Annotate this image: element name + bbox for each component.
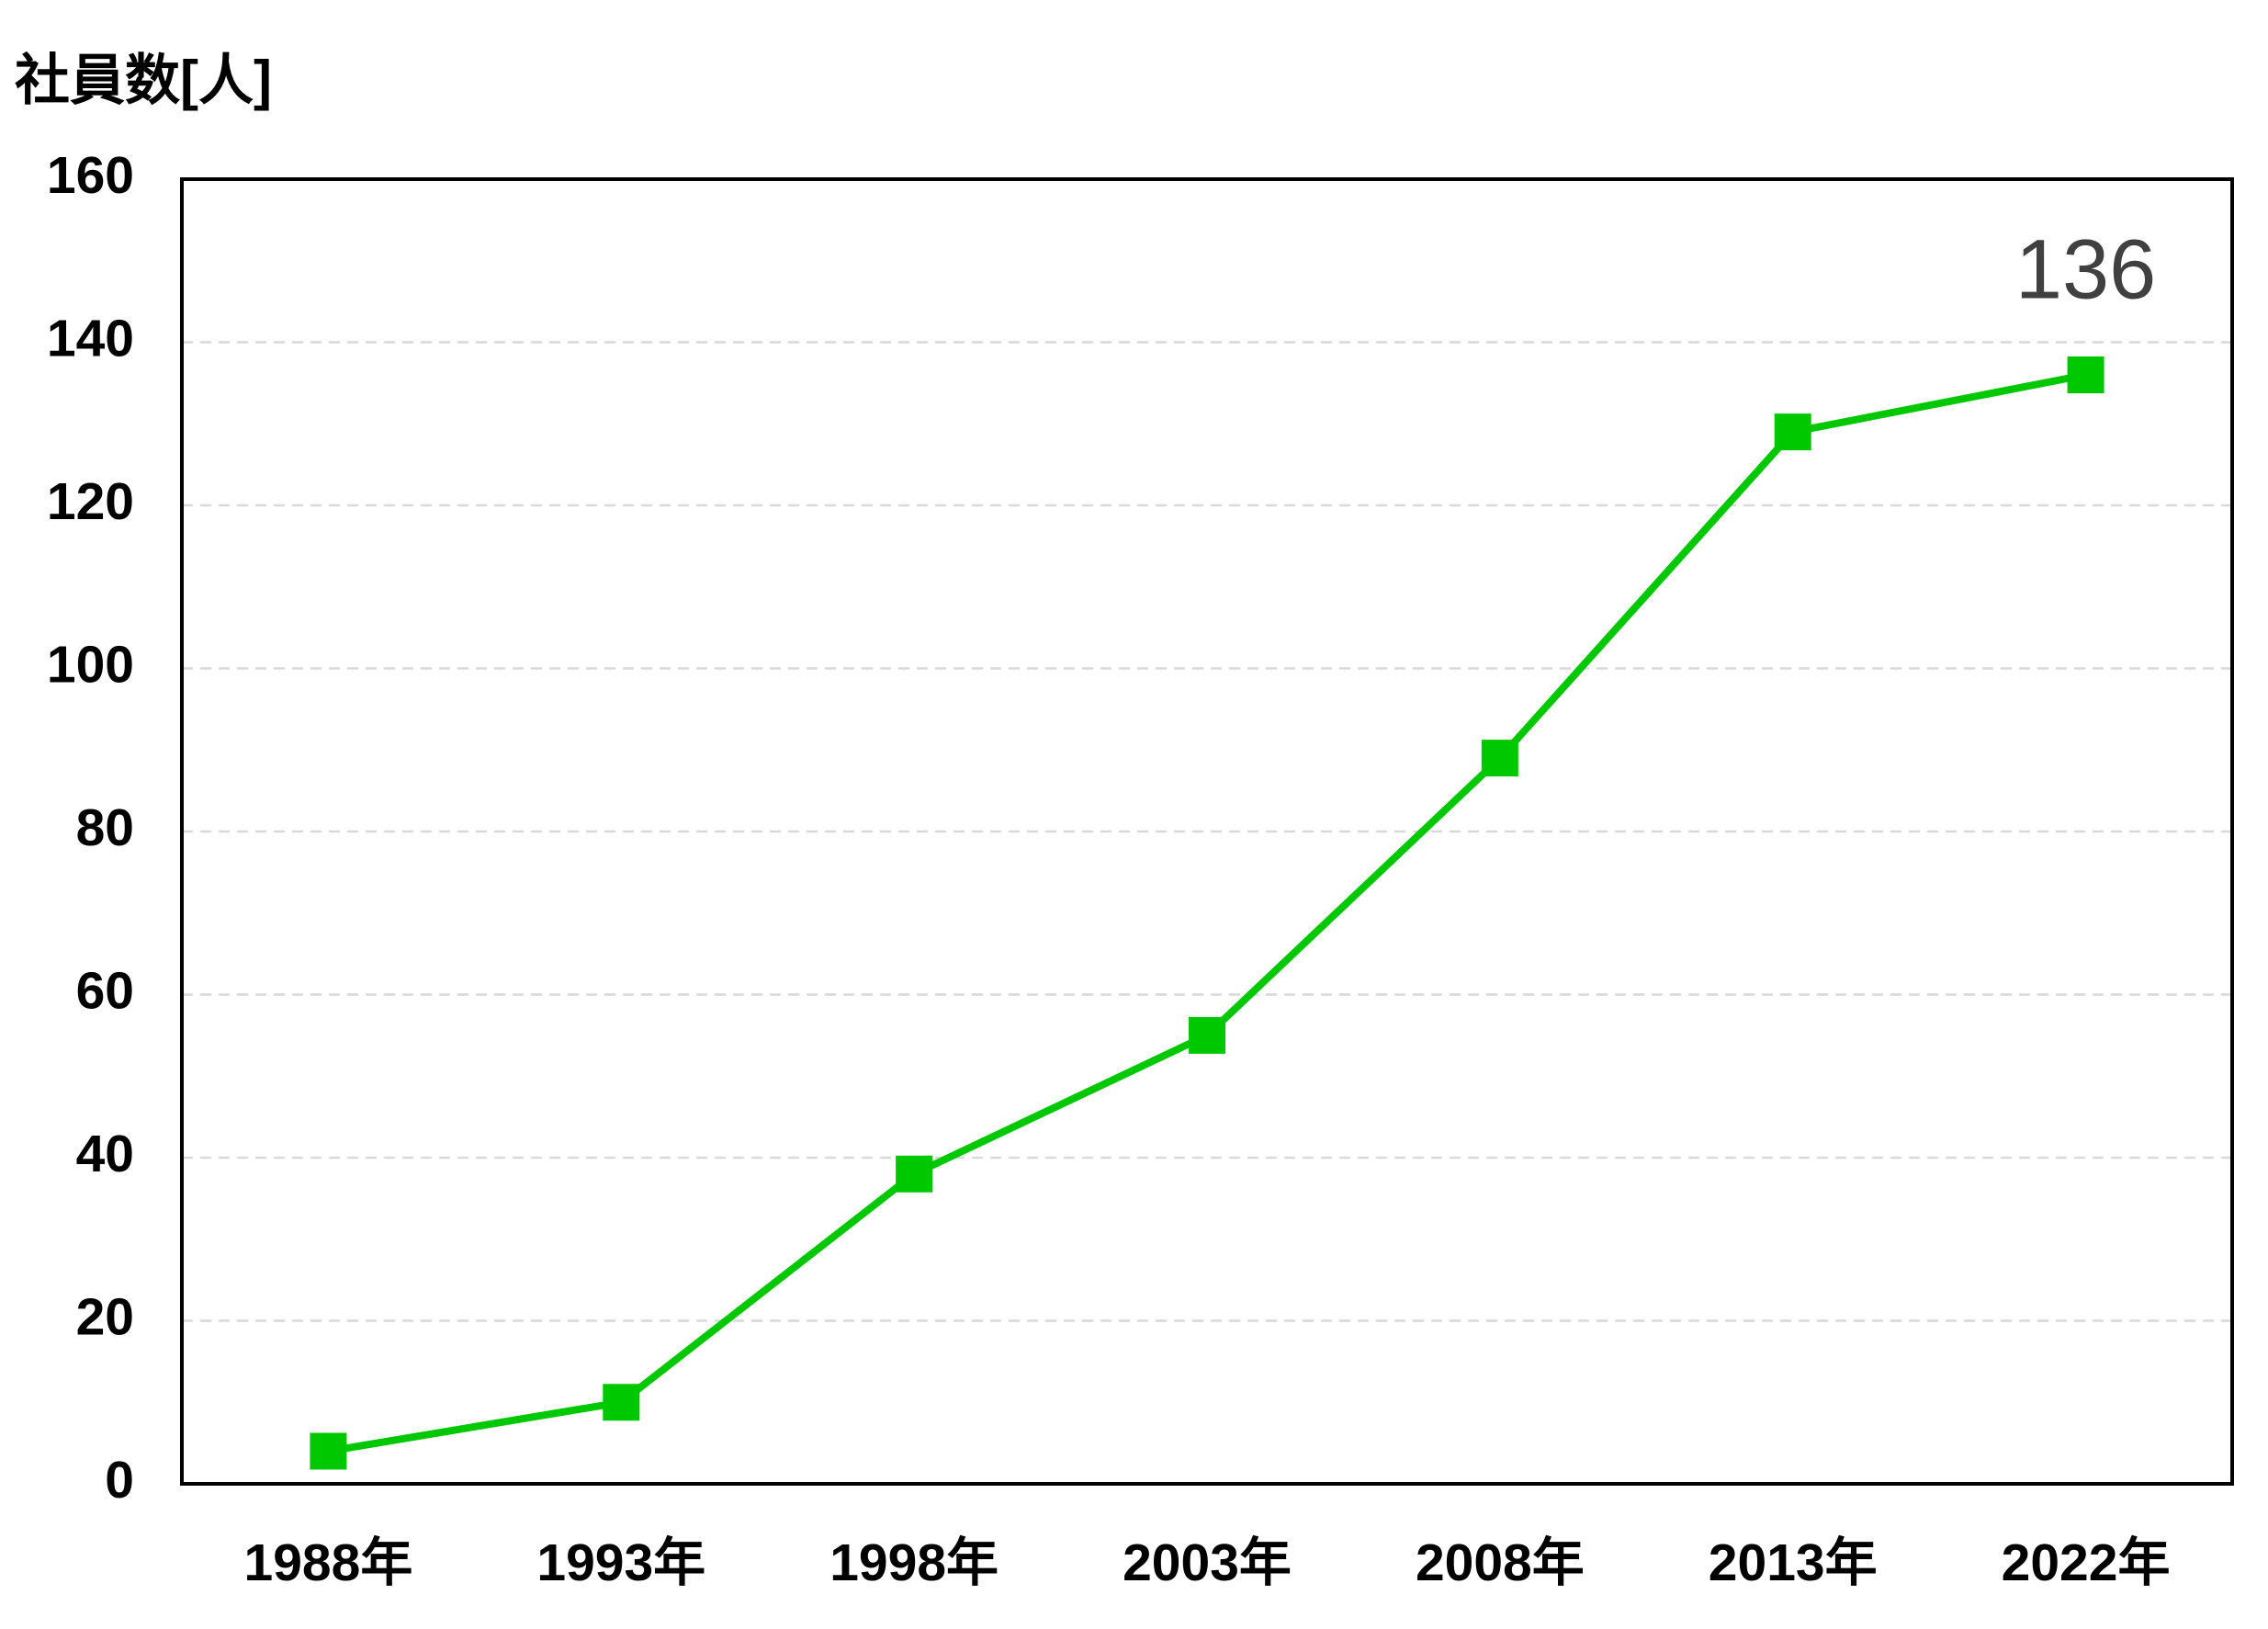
marker [310, 1432, 347, 1470]
y-tick-label: 40 [76, 1125, 134, 1183]
x-tick-label: 2013年 [1709, 1533, 1878, 1592]
marker [1481, 740, 1518, 777]
x-tick-label: 2003年 [1123, 1533, 1292, 1592]
y-tick-label: 20 [76, 1288, 134, 1347]
y-tick-label: 60 [76, 962, 134, 1021]
y-tick-label: 160 [47, 146, 134, 205]
x-tick-label: 1993年 [536, 1533, 705, 1592]
x-tick-label: 1988年 [244, 1533, 413, 1592]
y-axis-label: 社員数[人] [15, 50, 272, 111]
marker [2067, 356, 2104, 393]
y-tick-label: 120 [47, 472, 134, 531]
series-line [327, 371, 2087, 1455]
marker [1189, 1016, 1225, 1054]
y-tick-label: 80 [76, 798, 134, 857]
x-tick-label: 2022年 [2002, 1533, 2171, 1592]
y-tick-label: 0 [105, 1451, 134, 1510]
y-tick-label: 100 [47, 636, 134, 695]
y-tick-label: 140 [47, 310, 134, 368]
marker [896, 1155, 933, 1193]
marker [1774, 413, 1811, 451]
x-tick-label: 2008年 [1416, 1533, 1585, 1592]
marker [603, 1384, 640, 1421]
x-tick-label: 1998年 [829, 1533, 999, 1592]
plot-border [180, 177, 2234, 1486]
data-label: 136 [2015, 222, 2157, 316]
